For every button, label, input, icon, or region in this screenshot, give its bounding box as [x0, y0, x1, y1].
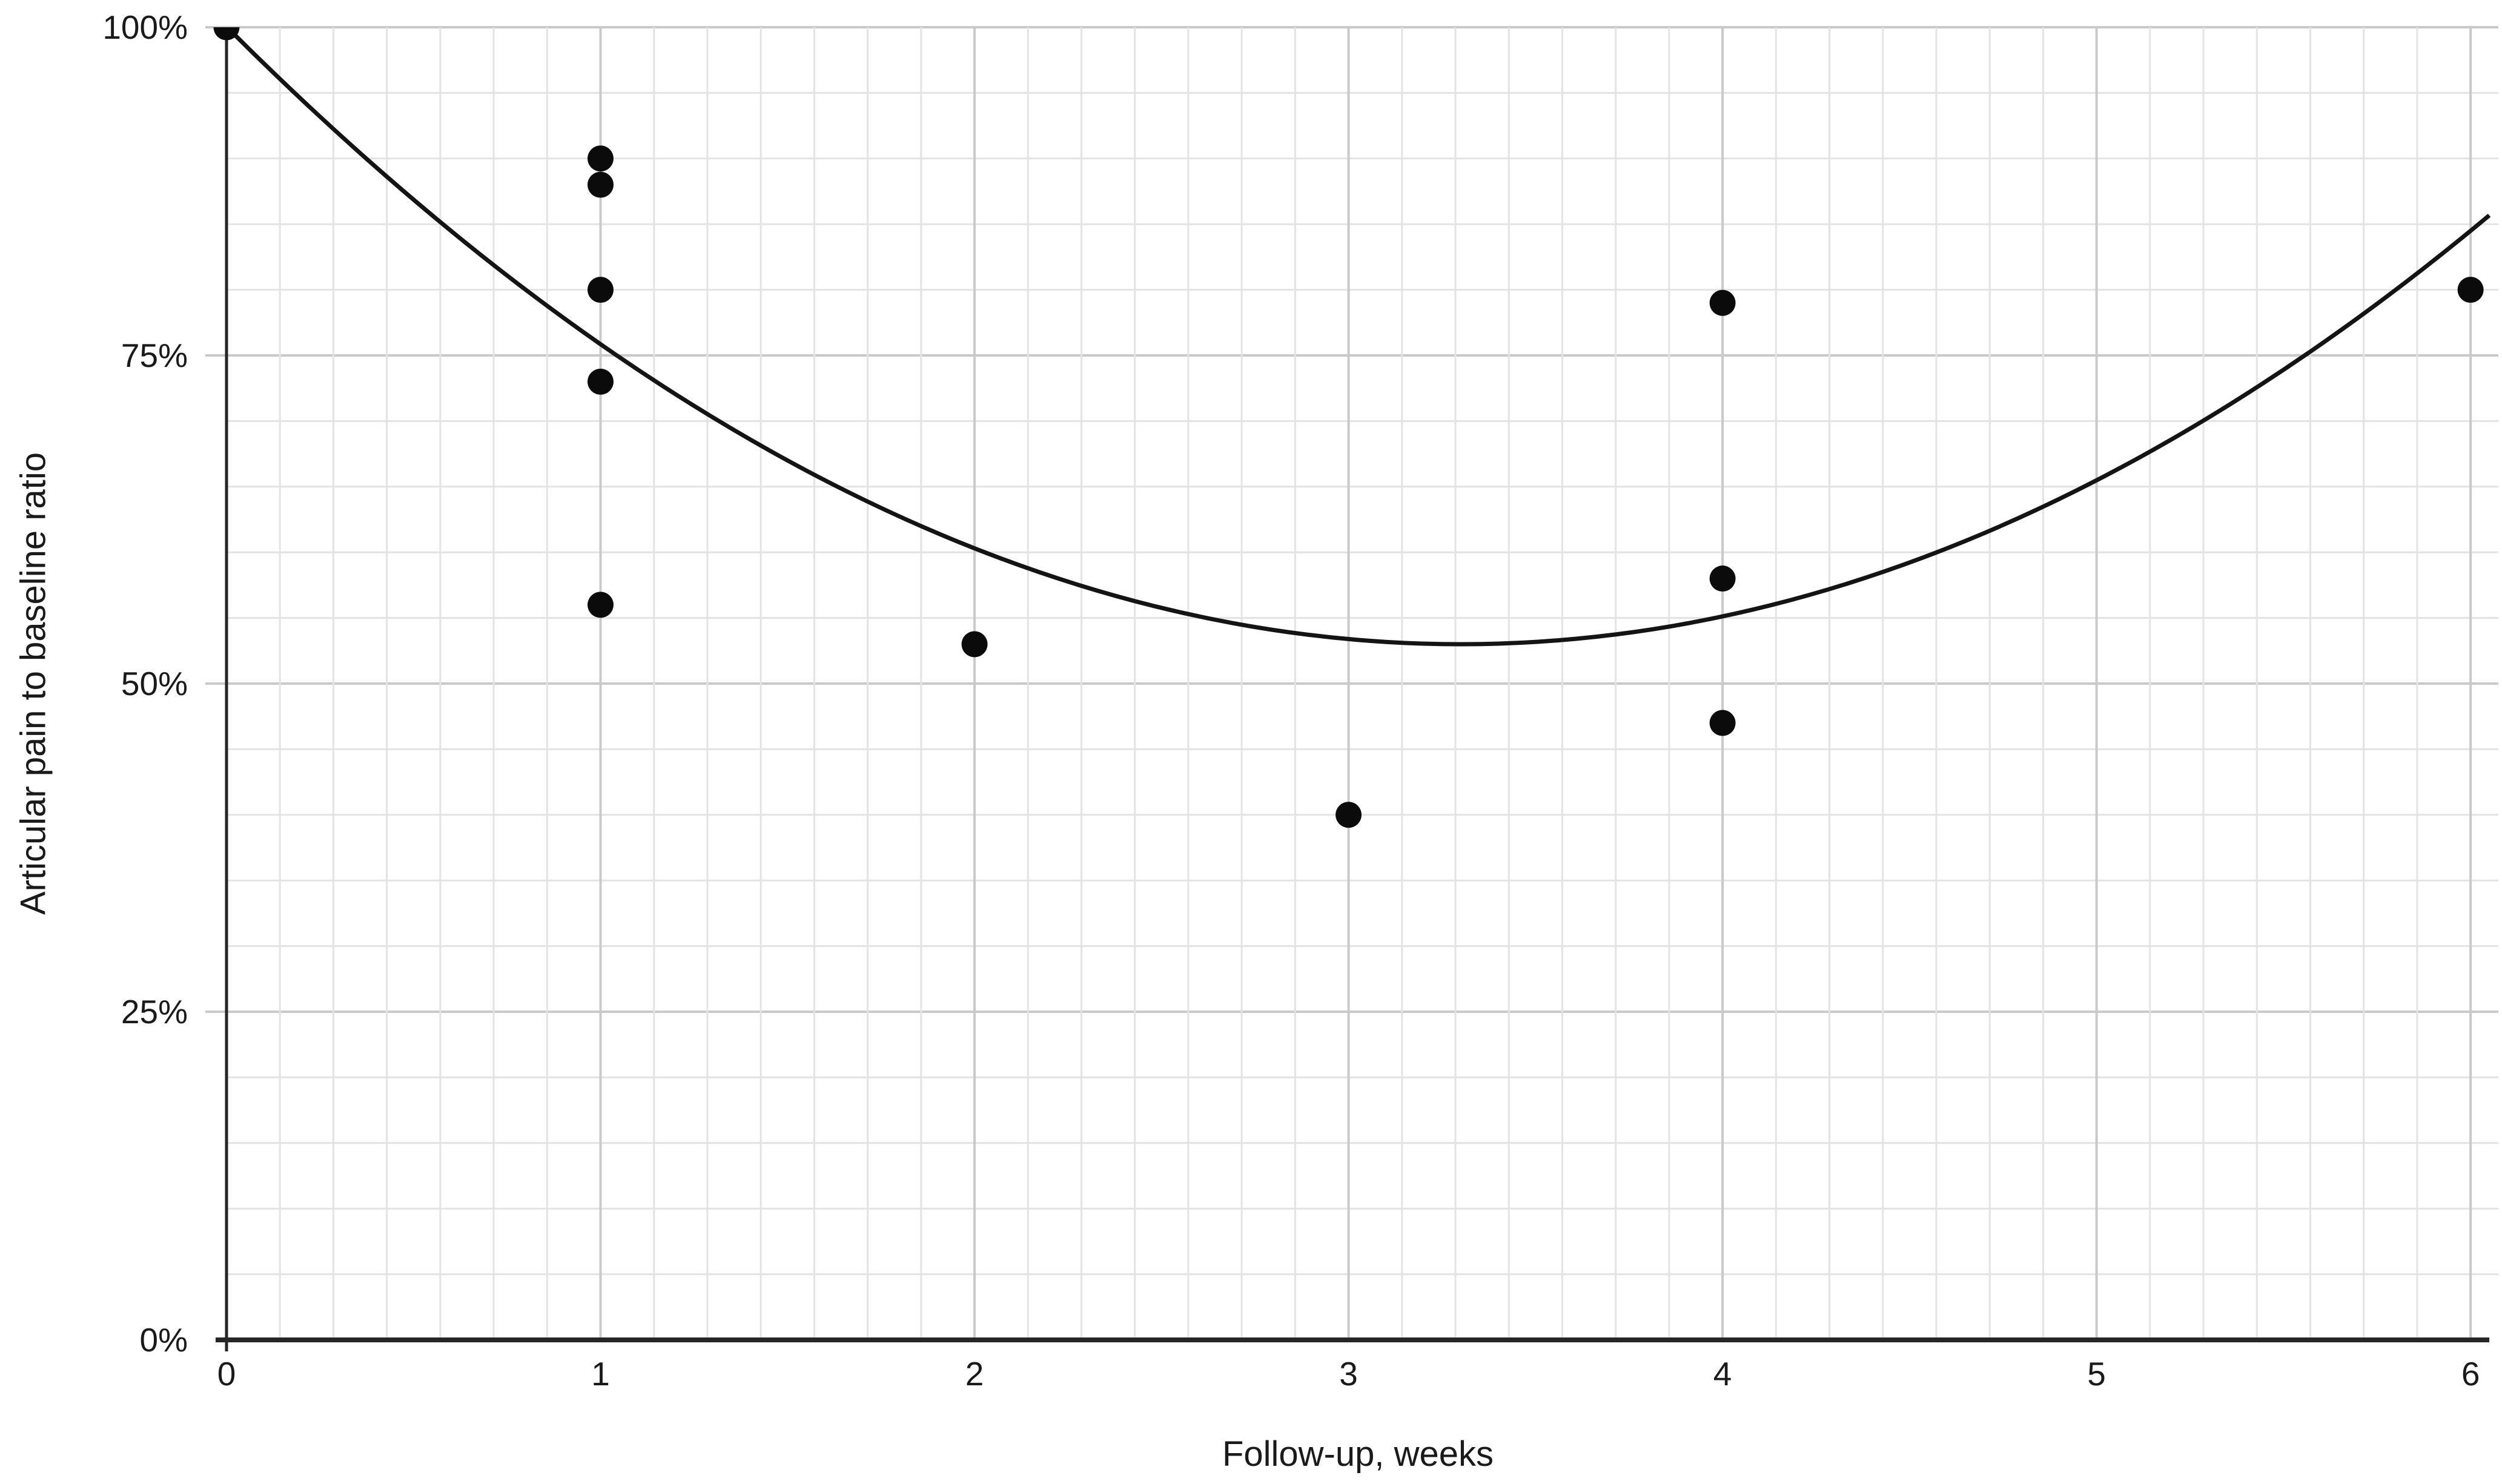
data-point: [1335, 802, 1362, 828]
data-point: [1709, 566, 1736, 592]
data-point: [587, 171, 614, 198]
x-axis-title: Follow-up, weeks: [1222, 1434, 1494, 1474]
data-point: [1709, 710, 1736, 736]
data-point: [213, 27, 240, 41]
plot-marks: [213, 27, 2491, 828]
y-tick-label: 0%: [140, 1321, 188, 1359]
x-tick-label: 2: [965, 1355, 984, 1393]
y-tick-label: 25%: [121, 993, 188, 1031]
x-tick-label: 0: [217, 1355, 236, 1393]
x-tick-label: 3: [1339, 1355, 1358, 1393]
data-point: [1709, 289, 1736, 316]
data-point: [587, 145, 614, 172]
x-tick-label: 4: [1713, 1355, 1732, 1393]
y-tick-label: 75%: [121, 337, 188, 374]
data-point: [587, 592, 614, 618]
y-tick-label: 100%: [102, 8, 188, 46]
x-tick-label: 6: [2461, 1355, 2480, 1393]
data-point: [587, 277, 614, 303]
data-point: [587, 368, 614, 395]
x-tick-label: 5: [2087, 1355, 2106, 1393]
x-tick-label: 1: [591, 1355, 610, 1393]
data-point: [961, 631, 988, 658]
data-point: [2457, 277, 2484, 303]
y-tick-label: 50%: [121, 665, 188, 702]
trend-line: [225, 27, 2491, 647]
